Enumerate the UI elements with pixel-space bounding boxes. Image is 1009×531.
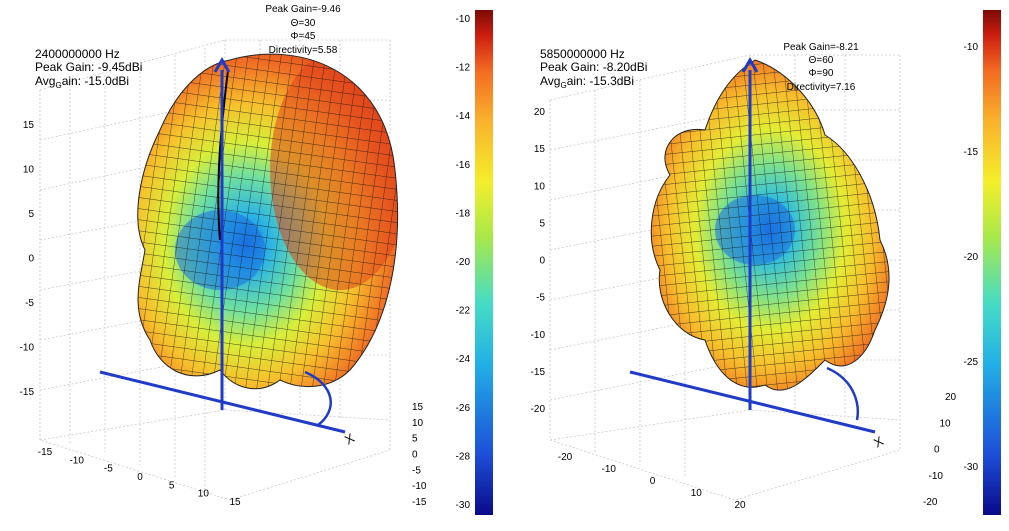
z-tick-label: 15 (534, 144, 546, 155)
peak-box-line: Θ=30 (291, 18, 316, 29)
y-tick-label: 15 (412, 402, 424, 413)
colorbar-tick-label: -25 (964, 357, 979, 368)
axis-x-label: X (342, 430, 357, 447)
y-axis-ticks: 20 10 0 -10 -20 (923, 392, 957, 508)
coordinate-axes (99, 57, 346, 434)
z-tick-label: 10 (534, 181, 546, 192)
peak-gain-label: Peak Gain: -9.45dBi (35, 60, 142, 74)
y-tick-label: 5 (412, 434, 418, 445)
peak-box-line: Peak Gain=-9.46 (265, 4, 341, 15)
colorbar-tick-label: -22 (456, 306, 471, 317)
z-tick-label: 20 (534, 107, 546, 118)
x-tick-label: 0 (137, 472, 143, 483)
x-tick-label: -10 (69, 455, 84, 466)
x-tick-label: 15 (229, 497, 241, 508)
colorbar-tick-label: -10 (456, 14, 471, 25)
radiation-surface (650, 59, 890, 391)
peak-box-line: Φ=45 (291, 31, 316, 42)
z-tick-label: -10 (20, 343, 35, 354)
y-tick-label: -15 (412, 497, 427, 508)
peak-box-line: Θ=60 (809, 55, 834, 66)
colorbar-tick-label: -30 (964, 462, 979, 473)
x-tick-label: -20 (558, 452, 573, 463)
x-tick-label: -10 (602, 464, 617, 475)
avg-gain-label: AvgGain: -15.0dBi (35, 74, 129, 90)
colorbar-tick-label: -14 (456, 111, 471, 122)
z-tick-label: 0 (539, 256, 545, 267)
y-tick-label: -20 (923, 497, 938, 508)
colorbar-tick-label: -10 (964, 42, 979, 53)
frequency-label: 5850000000 Hz (540, 47, 625, 61)
colorbar: -10 -12 -14 -16 -18 -20 -22 -24 -26 -28 -30 (456, 10, 493, 515)
z-tick-label: 0 (28, 254, 34, 265)
x-tick-label: 10 (198, 489, 210, 500)
z-tick-label: 10 (23, 165, 35, 176)
x-tick-label: 20 (734, 500, 746, 511)
coordinate-axes (629, 57, 876, 434)
x-axis-ticks: -15 -10 -5 0 5 10 15 (38, 447, 241, 508)
colorbar-tick-label: -28 (456, 451, 471, 462)
x-tick-label: -15 (38, 447, 53, 458)
colorbar-tick-label: -18 (456, 208, 471, 219)
z-tick-label: -20 (531, 404, 546, 415)
peak-box-line: Directivity=5.58 (269, 45, 338, 56)
peak-info-box: Peak Gain=-9.46 Θ=30 Φ=45 Directivity=5.… (265, 4, 341, 56)
x-axis-ticks: -20 -10 0 10 20 (558, 452, 746, 511)
colorbar: -10 -15 -20 -25 -30 (964, 10, 1001, 515)
colorbar-tick-label: -15 (964, 147, 979, 158)
z-tick-label: -15 (20, 387, 35, 398)
radiation-pattern-chart-5850mhz: X 5850000000 Hz Peak Gain: -8.20dBi AvgG… (531, 10, 1001, 515)
x-tick-label: 10 (691, 488, 703, 499)
y-axis-ticks: 15 10 5 0 -5 -10 -15 (412, 402, 427, 508)
y-tick-label: -10 (412, 481, 427, 492)
x-tick-label: -5 (104, 464, 113, 475)
z-axis-ticks: 15 10 5 0 -5 -10 -15 (20, 120, 35, 398)
frequency-label: 2400000000 Hz (35, 47, 120, 61)
peak-box-line: Peak Gain=-8.21 (783, 42, 859, 53)
z-tick-label: 5 (539, 218, 545, 229)
peak-box-line: Φ=90 (809, 68, 834, 79)
axis-x-label: X (871, 433, 886, 450)
radiation-pattern-chart-2400mhz: X 2400000000 Hz Peak Gain: -9.45dBi AvgG… (20, 4, 493, 515)
peak-box-line: Directivity=7.16 (787, 82, 856, 93)
peak-gain-label: Peak Gain: -8.20dBi (540, 60, 647, 74)
z-tick-label: 5 (28, 209, 34, 220)
colorbar-tick-label: -12 (456, 63, 471, 74)
colorbar-tick-label: -30 (456, 500, 471, 511)
y-tick-label: 10 (412, 418, 424, 429)
x-tick-label: 0 (650, 476, 656, 487)
z-tick-label: -5 (536, 293, 545, 304)
y-tick-label: -5 (412, 465, 421, 476)
y-tick-label: 0 (412, 450, 418, 461)
peak-info-box: Peak Gain=-8.21 Θ=60 Φ=90 Directivity=7.… (783, 42, 859, 93)
z-tick-label: -10 (531, 330, 546, 341)
z-tick-label: -5 (25, 298, 34, 309)
colorbar-tick-label: -20 (964, 252, 979, 263)
z-tick-label: -15 (531, 367, 546, 378)
colorbar-tick-label: -20 (456, 257, 471, 268)
colorbar-tick-label: -26 (456, 403, 471, 414)
z-tick-label: 15 (23, 120, 35, 131)
colorbar-tick-label: -24 (456, 354, 471, 365)
colorbar-tick-label: -16 (456, 160, 471, 171)
z-axis-ticks: 20 15 10 5 0 -5 -10 -15 -20 (531, 107, 546, 415)
radiation-surface (137, 53, 399, 390)
avg-gain-label: AvgGain: -15.3dBi (540, 74, 634, 90)
y-tick-label: 10 (940, 418, 952, 429)
y-tick-label: -10 (929, 471, 944, 482)
y-tick-label: 0 (934, 445, 940, 456)
y-tick-label: 20 (945, 392, 957, 403)
x-tick-label: 5 (169, 480, 175, 491)
